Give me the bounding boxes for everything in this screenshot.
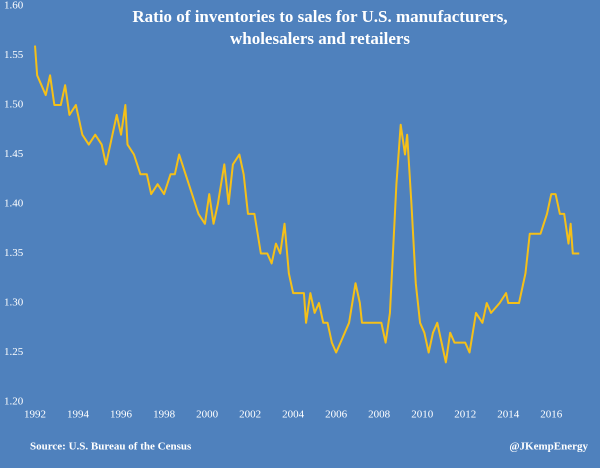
chart-title: Ratio of inventories to sales for U.S. m…: [132, 7, 507, 26]
x-tick-label: 1994: [67, 409, 90, 421]
y-tick-label: 1.50: [4, 99, 24, 111]
x-tick-label: 2004: [282, 409, 305, 421]
y-tick-label: 1.55: [4, 49, 24, 61]
credit: @JKempEnergy: [509, 441, 588, 453]
y-tick-label: 1.45: [4, 148, 24, 160]
y-tick-label: 1.25: [4, 346, 24, 358]
y-tick-label: 1.30: [4, 297, 24, 309]
x-tick-label: 1998: [153, 409, 176, 421]
x-tick-label: 1996: [110, 409, 133, 421]
y-tick-label: 1.20: [4, 396, 24, 408]
chart-title: wholesalers and retailers: [230, 29, 410, 48]
x-tick-label: 2010: [411, 409, 434, 421]
x-tick-label: 2012: [454, 409, 476, 421]
x-tick-label: 2002: [239, 409, 261, 421]
x-tick-label: 2008: [368, 409, 391, 421]
line: [34, 45, 580, 364]
x-tick-label: 2014: [497, 409, 520, 421]
y-tick-label: 1.40: [4, 198, 24, 210]
x-tick-label: 2000: [196, 409, 219, 421]
x-tick-label: 2006: [325, 409, 348, 421]
source: Source: U.S. Bureau of the Census: [30, 441, 192, 453]
y-tick-label: 1.60: [4, 0, 24, 12]
y-tick-label: 1.35: [4, 247, 24, 259]
x-tick-label: 2016: [540, 409, 563, 421]
x-tick-label: 1992: [24, 409, 46, 421]
